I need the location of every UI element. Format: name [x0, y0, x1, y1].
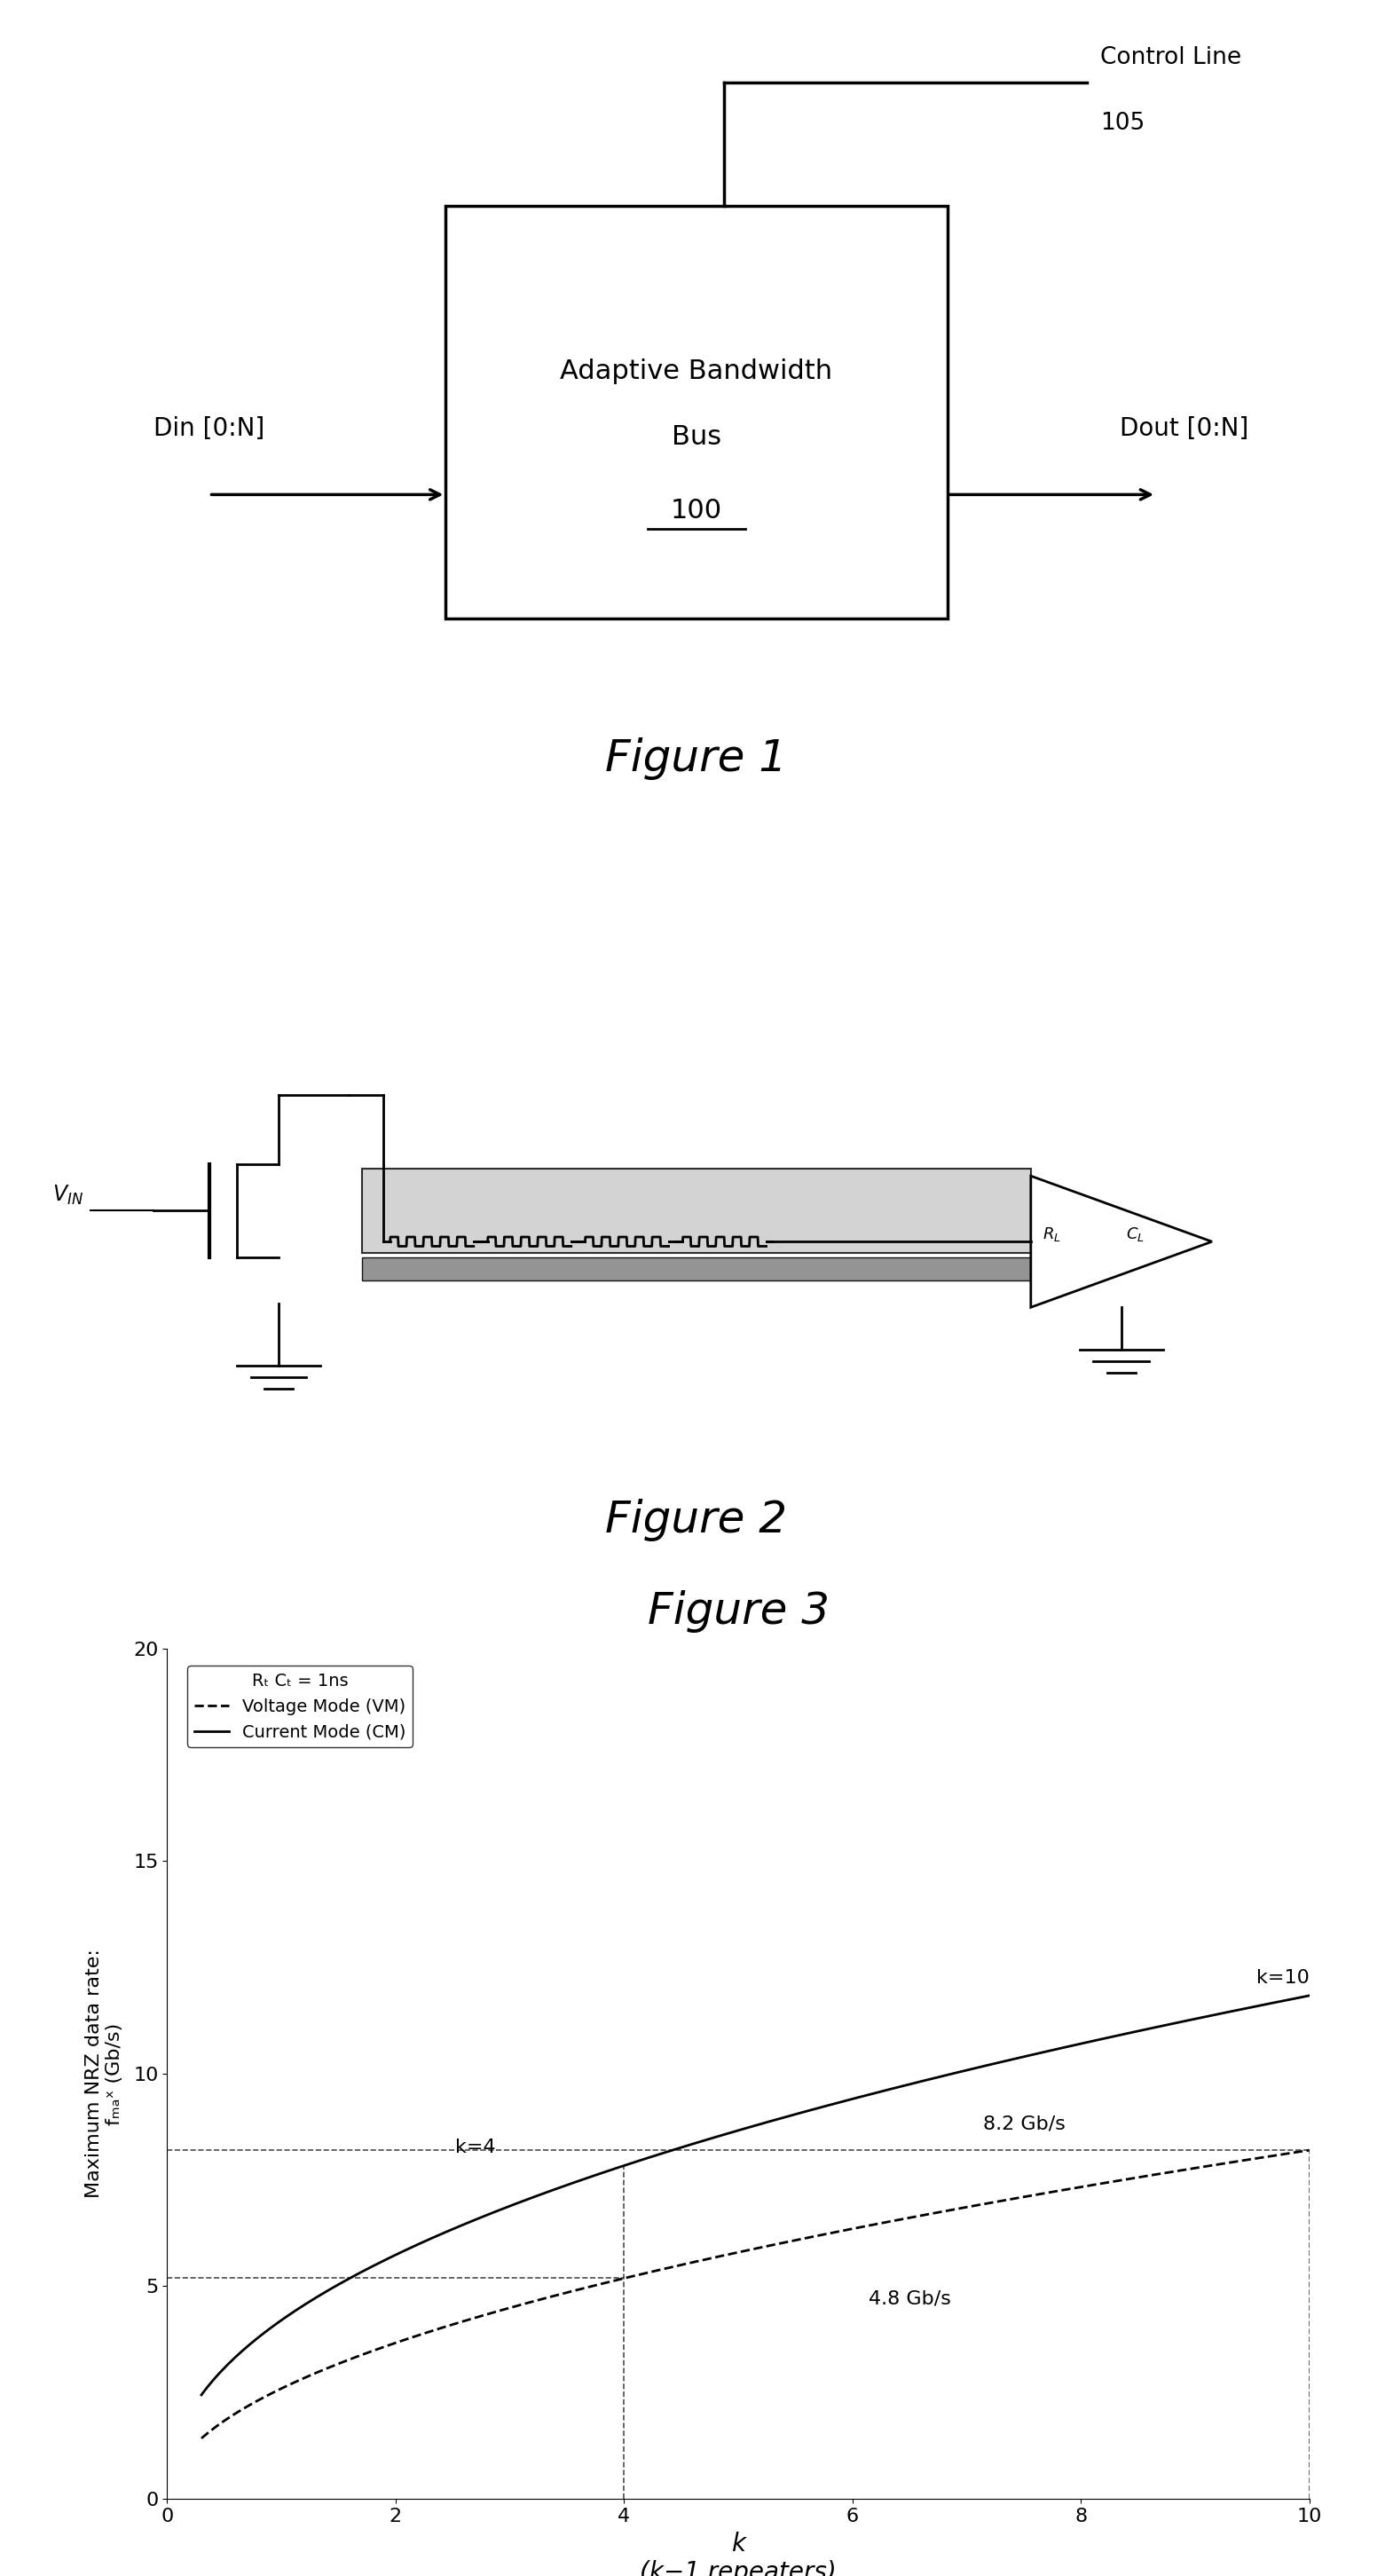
Current Mode (CM)	[194, 2380, 210, 2411]
Text: $R_L$: $R_L$	[1042, 1226, 1061, 1242]
Text: $V_{IN}$: $V_{IN}$	[53, 1182, 84, 1208]
X-axis label: k
(k−1 repeaters): k (k−1 repeaters)	[639, 2532, 837, 2576]
Current Mode (CM)	[871, 2076, 887, 2107]
Text: Figure 1: Figure 1	[606, 737, 787, 781]
Bar	[362, 1170, 1031, 1255]
Voltage Mode (VM)	[196, 2419, 213, 2450]
Text: Bus: Bus	[671, 425, 722, 451]
Text: Figure 2: Figure 2	[606, 1499, 787, 1540]
Voltage Mode (VM)	[1301, 2136, 1318, 2166]
Line: Voltage Mode (VM): Voltage Mode (VM)	[202, 2151, 1309, 2439]
Text: k=4: k=4	[456, 2138, 496, 2156]
Voltage Mode (VM)	[1127, 2161, 1144, 2192]
Text: 4.8 Gb/s: 4.8 Gb/s	[868, 2290, 951, 2308]
Current Mode (CM)	[1198, 2002, 1215, 2032]
Legend: Voltage Mode (VM), Current Mode (CM): Voltage Mode (VM), Current Mode (CM)	[187, 1667, 412, 1747]
Current Mode (CM)	[1127, 2017, 1144, 2048]
Text: $C_L$: $C_L$	[1126, 1226, 1145, 1242]
Current Mode (CM)	[853, 2081, 869, 2112]
Text: 105: 105	[1100, 113, 1145, 134]
Text: 8.2 Gb/s: 8.2 Gb/s	[982, 2115, 1066, 2133]
Title: Figure 3: Figure 3	[648, 1589, 829, 1633]
Current Mode (CM)	[1301, 1981, 1318, 2012]
Text: k=10: k=10	[1256, 1968, 1309, 1986]
Current Mode (CM)	[196, 2375, 213, 2406]
Text: Din [0:N]: Din [0:N]	[153, 417, 265, 440]
Y-axis label: Maximum NRZ data rate:
fₘₐˣ (Gb/s): Maximum NRZ data rate: fₘₐˣ (Gb/s)	[85, 1950, 124, 2197]
Line: Current Mode (CM): Current Mode (CM)	[202, 1996, 1309, 2396]
Voltage Mode (VM)	[194, 2424, 210, 2455]
Text: 100: 100	[670, 497, 723, 523]
Text: Adaptive Bandwidth: Adaptive Bandwidth	[560, 358, 833, 384]
Voltage Mode (VM)	[1198, 2151, 1215, 2182]
Polygon shape	[1031, 1175, 1212, 1309]
Bar	[446, 206, 947, 618]
Voltage Mode (VM)	[871, 2208, 887, 2239]
Bar	[362, 1257, 1031, 1280]
Voltage Mode (VM)	[853, 2213, 869, 2244]
Voltage Mode (VM)	[848, 2213, 865, 2244]
Current Mode (CM)	[848, 2081, 865, 2112]
Text: Control Line: Control Line	[1100, 46, 1241, 70]
Text: Dout [0:N]: Dout [0:N]	[1120, 417, 1248, 440]
